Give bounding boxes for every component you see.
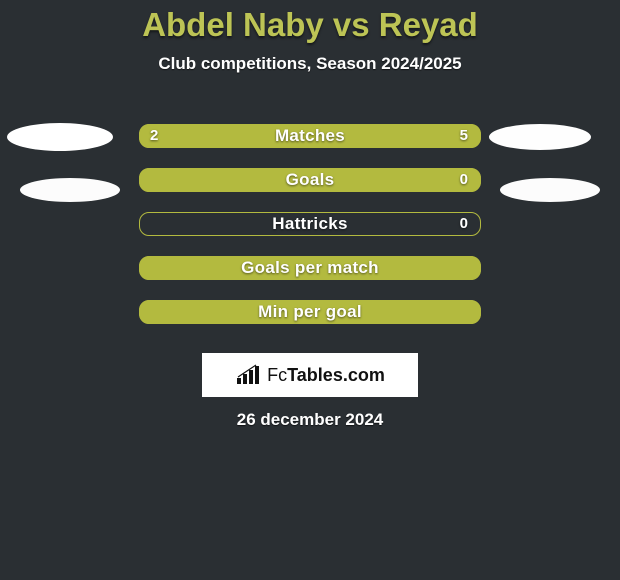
bar-fill xyxy=(139,168,481,192)
comparison-row: Goals per match xyxy=(0,256,620,280)
decorative-ellipse xyxy=(489,124,591,150)
bar-track xyxy=(139,124,481,148)
chart-canvas: Abdel Naby vs Reyad Club competitions, S… xyxy=(0,0,620,580)
logo-text: FcTables.com xyxy=(267,365,385,386)
logo-main: Tables.com xyxy=(287,365,385,385)
subtitle: Club competitions, Season 2024/2025 xyxy=(0,54,620,74)
bar-track xyxy=(139,300,481,324)
logo-prefix: Fc xyxy=(267,365,287,385)
bars-icon xyxy=(235,364,261,386)
comparison-row: Min per goal xyxy=(0,300,620,324)
comparison-rows: Matches25Goals0Hattricks0Goals per match… xyxy=(0,124,620,344)
date-label: 26 december 2024 xyxy=(0,410,620,430)
decorative-ellipse xyxy=(500,178,600,202)
page-title: Abdel Naby vs Reyad xyxy=(0,0,620,44)
bar-fill xyxy=(139,256,481,280)
bar-track xyxy=(139,168,481,192)
fctables-logo: FcTables.com xyxy=(202,353,418,397)
decorative-ellipse xyxy=(20,178,120,202)
value-right: 0 xyxy=(460,212,468,236)
value-left: 2 xyxy=(150,124,158,148)
bar-fill-right xyxy=(236,124,481,148)
value-right: 0 xyxy=(460,168,468,192)
comparison-row: Hattricks0 xyxy=(0,212,620,236)
bar-track xyxy=(139,212,481,236)
decorative-ellipse xyxy=(7,123,113,151)
value-right: 5 xyxy=(460,124,468,148)
bar-fill xyxy=(139,300,481,324)
bar-track xyxy=(139,256,481,280)
